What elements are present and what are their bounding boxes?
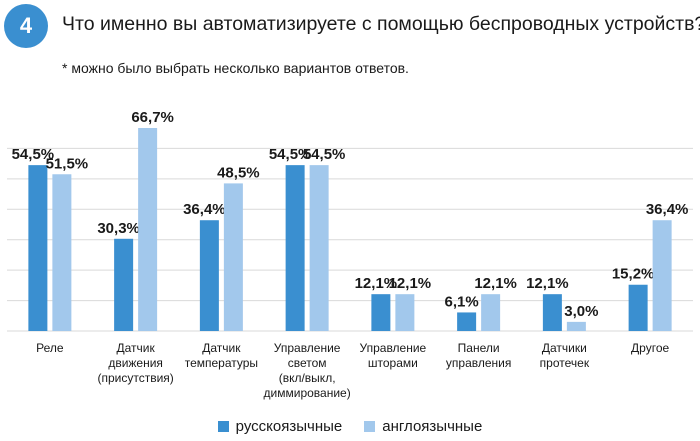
category-label: светом: [288, 356, 327, 370]
legend-label-series-2: англоязычные: [382, 418, 483, 435]
category-label: Датчик: [202, 341, 241, 355]
category-label: шторами: [368, 356, 418, 370]
data-label-series-2: 3,0%: [564, 303, 598, 320]
data-label-series-1: 54,5%: [269, 146, 312, 163]
data-label-series-2: 54,5%: [303, 146, 346, 163]
data-label-series-1: 12,1%: [526, 275, 569, 292]
legend: русскоязычные англоязычные: [0, 418, 700, 435]
category-label: температуры: [185, 356, 258, 370]
legend-item-series-1: русскоязычные: [217, 418, 343, 435]
data-label-series-2: 51,5%: [46, 155, 89, 172]
bar-series-1: [199, 220, 219, 331]
bar-series-1: [285, 165, 305, 331]
bar-series-1: [628, 284, 648, 331]
data-label-series-1: 6,1%: [445, 293, 479, 310]
category-label: (вкл/выкл,: [279, 371, 336, 385]
category-label: Управление: [360, 341, 427, 355]
bar-series-2: [138, 128, 158, 331]
category-label: протечек: [540, 356, 590, 370]
bar-series-1: [28, 165, 48, 331]
data-label-series-2: 36,4%: [646, 201, 689, 218]
category-label: (присутствия): [97, 371, 173, 385]
bar-series-2: [481, 294, 501, 331]
category-label: Управление: [274, 341, 341, 355]
category-label: движения: [108, 356, 163, 370]
data-label-series-2: 66,7%: [131, 109, 174, 126]
data-label-series-1: 54,5%: [12, 146, 55, 163]
bar-series-1: [542, 294, 562, 331]
bar-series-2: [395, 294, 415, 331]
legend-swatch-series-2: [364, 421, 376, 432]
data-label-series-2: 12,1%: [389, 275, 432, 292]
bar-series-1: [457, 312, 477, 331]
category-label: Другое: [631, 341, 669, 355]
category-label: Панели: [458, 341, 500, 355]
category-label: управления: [446, 356, 511, 370]
bar-series-2: [566, 321, 586, 331]
data-label-series-1: 15,2%: [612, 266, 655, 283]
data-label-series-1: 36,4%: [183, 201, 226, 218]
legend-swatch-series-1: [217, 421, 229, 432]
bar-series-2: [652, 220, 672, 331]
data-label-series-2: 12,1%: [474, 275, 517, 292]
data-label-series-1: 12,1%: [355, 275, 398, 292]
category-label: диммирование): [264, 386, 351, 400]
category-label: Датчик: [117, 341, 156, 355]
question-number-badge: 4: [4, 4, 48, 48]
bar-series-2: [223, 183, 243, 331]
legend-label-series-1: русскоязычные: [235, 418, 343, 435]
legend-item-series-2: англоязычные: [364, 418, 482, 435]
data-label-series-2: 48,5%: [217, 164, 260, 181]
data-label-series-1: 30,3%: [97, 220, 140, 237]
chart-title: Что именно вы автоматизируете с помощью …: [62, 13, 700, 35]
bar-series-1: [371, 294, 391, 331]
category-label: Реле: [36, 341, 64, 355]
bar-series-2: [52, 174, 72, 331]
bar-series-2: [309, 165, 329, 331]
category-label: Датчики: [542, 341, 587, 355]
bar-series-1: [114, 238, 134, 331]
chart-note: * можно было выбрать несколько вариантов…: [62, 60, 409, 76]
